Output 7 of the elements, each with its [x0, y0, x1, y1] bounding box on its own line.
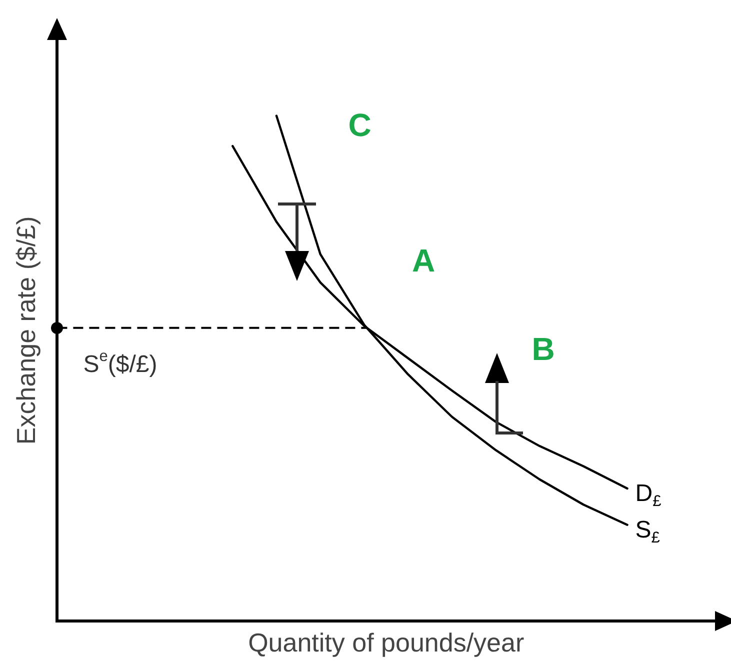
x-axis-title: Quantity of pounds/year	[248, 628, 524, 658]
series-label: S£	[635, 516, 660, 546]
series-label: D£	[635, 480, 662, 510]
y-axis-title: Exchange rate ($/£)	[10, 216, 41, 445]
annotation: B	[532, 331, 555, 368]
annotation: A	[412, 242, 436, 278]
annotation: C	[348, 106, 372, 143]
